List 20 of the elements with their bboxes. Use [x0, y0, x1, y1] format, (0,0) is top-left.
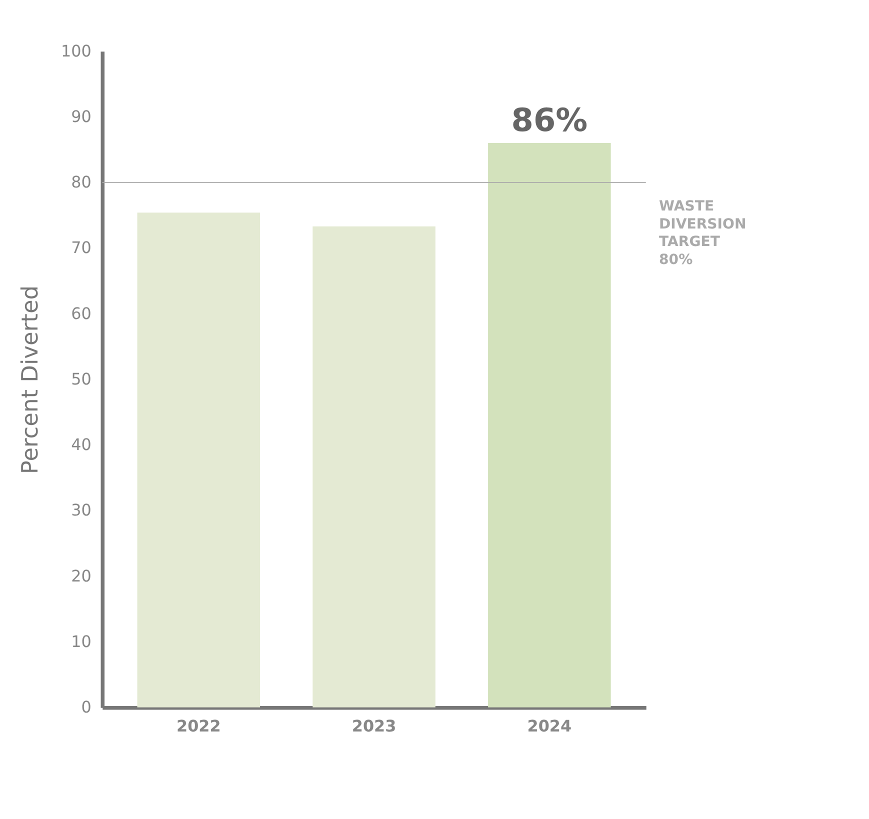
data-label: 86% — [511, 100, 588, 139]
ref-line-label: WASTE DIVERSION TARGET 80% — [659, 198, 746, 268]
x-tick-label: 2022 — [176, 716, 221, 736]
y-tick-label: 40 — [71, 435, 92, 454]
y-tick-label: 20 — [71, 566, 92, 586]
y-tick-label: 0 — [81, 698, 92, 717]
y-tick-label: 80 — [71, 172, 92, 192]
y-tick-label: 30 — [71, 500, 92, 520]
y-tick-label: 50 — [71, 369, 92, 388]
bar — [137, 212, 260, 708]
bar — [488, 143, 611, 708]
y-tick-label: 90 — [71, 106, 92, 126]
y-tick-label: 60 — [71, 304, 92, 323]
x-tick-label: 2024 — [527, 716, 572, 736]
x-tick-label: 2023 — [352, 716, 396, 736]
y-tick-label: 100 — [61, 41, 92, 60]
y-tick-label: 10 — [71, 632, 92, 651]
y-axis-title: Percent Diverted — [18, 285, 44, 474]
bar — [312, 226, 436, 708]
y-tick-label: 70 — [71, 238, 92, 258]
